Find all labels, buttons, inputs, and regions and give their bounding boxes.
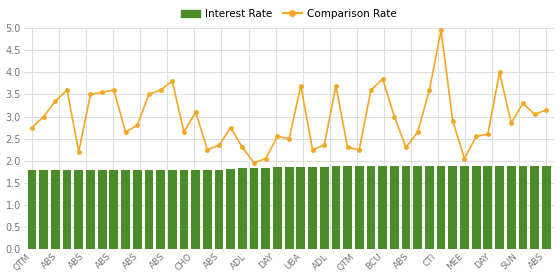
Bar	[296, 167, 305, 249]
Bar	[495, 167, 504, 249]
Bar	[63, 170, 72, 249]
Bar	[320, 167, 329, 249]
Bar	[250, 168, 259, 249]
Bar	[460, 167, 469, 249]
Bar	[507, 167, 516, 249]
Bar	[203, 170, 212, 249]
Bar	[192, 170, 200, 249]
Bar	[343, 167, 352, 249]
Bar	[133, 170, 142, 249]
Bar	[238, 168, 247, 249]
Bar	[168, 170, 176, 249]
Bar	[27, 170, 36, 249]
Bar	[262, 168, 270, 249]
Bar	[86, 170, 95, 249]
Bar	[308, 167, 317, 249]
Bar	[483, 167, 492, 249]
Bar	[449, 167, 457, 249]
Bar	[226, 169, 235, 249]
Bar	[98, 170, 106, 249]
Bar	[51, 170, 60, 249]
Bar	[413, 167, 422, 249]
Bar	[121, 170, 130, 249]
Bar	[519, 167, 528, 249]
Bar	[273, 167, 282, 249]
Bar	[156, 170, 165, 249]
Bar	[542, 167, 550, 249]
Bar	[332, 167, 340, 249]
Bar	[109, 170, 118, 249]
Bar	[39, 170, 48, 249]
Bar	[214, 170, 223, 249]
Bar	[355, 167, 363, 249]
Bar	[378, 167, 387, 249]
Legend: Interest Rate, Comparison Rate: Interest Rate, Comparison Rate	[178, 5, 401, 23]
Bar	[180, 170, 188, 249]
Bar	[367, 167, 375, 249]
Bar	[74, 170, 83, 249]
Bar	[402, 167, 410, 249]
Bar	[284, 167, 293, 249]
Bar	[390, 167, 399, 249]
Bar	[144, 170, 153, 249]
Bar	[472, 167, 480, 249]
Bar	[530, 167, 539, 249]
Bar	[425, 167, 434, 249]
Bar	[437, 167, 445, 249]
